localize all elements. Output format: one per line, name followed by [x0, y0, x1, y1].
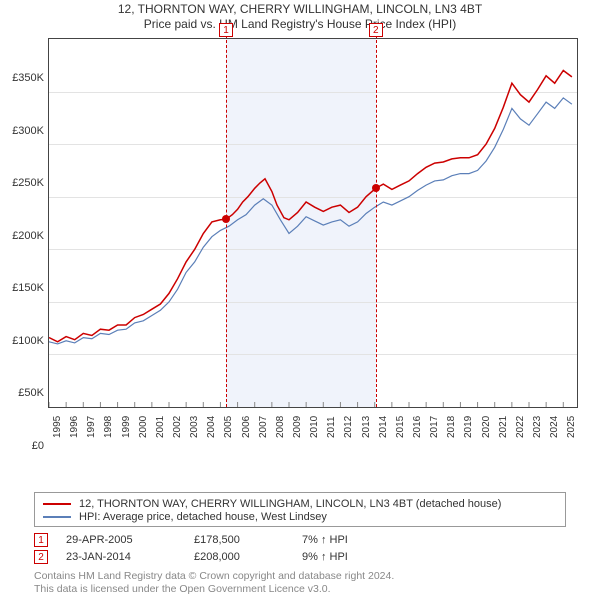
- series-line: [49, 71, 572, 342]
- legend-item: HPI: Average price, detached house, West…: [43, 511, 557, 523]
- transaction-number: 1: [34, 533, 48, 547]
- legend-swatch: [43, 503, 71, 505]
- x-tick-label: 2010: [309, 416, 320, 438]
- transaction-price: £208,000: [194, 551, 284, 563]
- footer-line-1: Contains HM Land Registry data © Crown c…: [34, 570, 566, 583]
- y-tick-label: £0: [0, 440, 44, 452]
- x-tick-label: 2018: [446, 416, 457, 438]
- x-tick-label: 2000: [138, 416, 149, 438]
- y-tick-label: £100K: [0, 335, 44, 347]
- x-tick-label: 2017: [429, 416, 440, 438]
- price-chart: 12: [48, 38, 578, 408]
- footer-line-2: This data is licensed under the Open Gov…: [34, 583, 566, 596]
- y-tick-label: £250K: [0, 177, 44, 189]
- x-tick-label: 2005: [223, 416, 234, 438]
- x-tick-label: 2013: [361, 416, 372, 438]
- x-tick-label: 2023: [532, 416, 543, 438]
- x-tick-label: 2014: [378, 416, 389, 438]
- transaction-delta: 9% ↑ HPI: [302, 551, 348, 563]
- legend-label: 12, THORNTON WAY, CHERRY WILLINGHAM, LIN…: [79, 498, 501, 510]
- legend-item: 12, THORNTON WAY, CHERRY WILLINGHAM, LIN…: [43, 498, 557, 510]
- transaction-rows: 1 29-APR-2005 £178,500 7% ↑ HPI 2 23-JAN-2014…: [34, 533, 566, 564]
- x-tick-label: 1996: [69, 416, 80, 438]
- x-tick-label: 2021: [498, 416, 509, 438]
- chart-legend: 12, THORNTON WAY, CHERRY WILLINGHAM, LIN…: [34, 492, 566, 527]
- x-tick-label: 2002: [172, 416, 183, 438]
- transaction-row: 1 29-APR-2005 £178,500 7% ↑ HPI: [34, 533, 566, 547]
- x-tick-label: 1997: [86, 416, 97, 438]
- y-tick-label: £350K: [0, 72, 44, 84]
- y-tick-label: £150K: [0, 282, 44, 294]
- x-tick-label: 2003: [189, 416, 200, 438]
- x-tick-label: 2020: [481, 416, 492, 438]
- transaction-row: 2 23-JAN-2014 £208,000 9% ↑ HPI: [34, 550, 566, 564]
- x-tick-label: 2007: [258, 416, 269, 438]
- x-tick-label: 1998: [103, 416, 114, 438]
- legend-swatch: [43, 516, 71, 518]
- x-tick-label: 2025: [566, 416, 577, 438]
- transaction-date: 23-JAN-2014: [66, 551, 176, 563]
- chart-plot-svg: [49, 39, 577, 407]
- title-line-2: Price paid vs. HM Land Registry's House …: [0, 17, 600, 32]
- title-line-1: 12, THORNTON WAY, CHERRY WILLINGHAM, LIN…: [0, 2, 600, 17]
- x-tick-label: 2008: [275, 416, 286, 438]
- marker-dot: [222, 215, 230, 223]
- x-tick-label: 2006: [241, 416, 252, 438]
- x-tick-label: 1999: [121, 416, 132, 438]
- x-tick-label: 2019: [463, 416, 474, 438]
- marker-dot: [372, 184, 380, 192]
- transaction-price: £178,500: [194, 534, 284, 546]
- y-tick-label: £200K: [0, 230, 44, 242]
- x-tick-label: 2001: [155, 416, 166, 438]
- x-tick-label: 2011: [326, 416, 337, 438]
- marker-line: [376, 25, 377, 407]
- footer-attribution: Contains HM Land Registry data © Crown c…: [34, 570, 566, 596]
- x-tick-label: 2004: [206, 416, 217, 438]
- x-tick-label: 1995: [52, 416, 63, 438]
- series-line: [49, 98, 572, 344]
- x-tick-label: 2022: [515, 416, 526, 438]
- transaction-delta: 7% ↑ HPI: [302, 534, 348, 546]
- x-axis-labels: 1995 1996 1997 1998 1999 2000 2001 2002 2003 2004…: [48, 408, 578, 448]
- x-tick-label: 2009: [292, 416, 303, 438]
- transaction-date: 29-APR-2005: [66, 534, 176, 546]
- transaction-number: 2: [34, 550, 48, 564]
- chart-titles: 12, THORNTON WAY, CHERRY WILLINGHAM, LIN…: [0, 0, 600, 32]
- x-tick-label: 2024: [549, 416, 560, 438]
- marker-number-box: 2: [369, 23, 383, 37]
- legend-label: HPI: Average price, detached house, West…: [79, 511, 327, 523]
- x-tick-label: 2015: [395, 416, 406, 438]
- y-tick-label: £50K: [0, 387, 44, 399]
- x-tick-label: 2016: [412, 416, 423, 438]
- x-tick-label: 2012: [343, 416, 354, 438]
- marker-number-box: 1: [219, 23, 233, 37]
- y-tick-label: £300K: [0, 125, 44, 137]
